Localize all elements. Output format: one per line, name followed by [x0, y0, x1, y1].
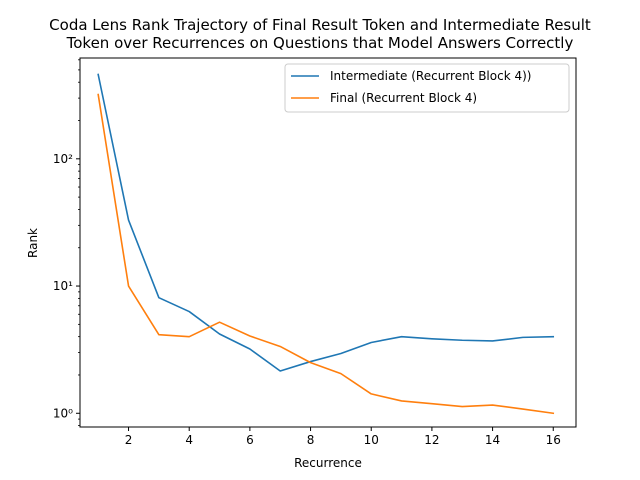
axis-ticks: 2 4 6 8 10 12 14 16 10⁰ 10¹ 10² — [53, 59, 561, 447]
series-lines — [97, 73, 555, 415]
x-tick-label-7: 16 — [546, 433, 561, 447]
chart-title-line-2: Token over Recurrences on Questions that… — [66, 34, 574, 52]
x-tick-label-1: 4 — [185, 433, 193, 447]
y-tick-label-0: 10⁰ — [53, 406, 73, 420]
series-line-1 — [97, 93, 555, 415]
legend-box — [284, 63, 570, 113]
legend-entry-0: Intermediate (Recurrent Block 4)) — [330, 69, 531, 83]
y-axis-label: Rank — [26, 228, 40, 258]
x-axis-label: Recurrence — [294, 456, 362, 470]
chart-title-line-1: Coda Lens Rank Trajectory of Final Resul… — [49, 16, 591, 34]
x-tick-label-4: 10 — [364, 433, 379, 447]
axes-frame — [79, 57, 577, 428]
x-tick-label-3: 8 — [307, 433, 315, 447]
legend-entry-1: Final (Recurrent Block 4) — [330, 91, 477, 105]
x-tick-label-6: 14 — [485, 433, 500, 447]
x-tick-label-0: 2 — [125, 433, 133, 447]
x-tick-label-5: 12 — [424, 433, 439, 447]
x-tick-label-2: 6 — [246, 433, 254, 447]
y-tick-label-2: 10² — [53, 152, 73, 166]
y-tick-label-1: 10¹ — [53, 279, 73, 293]
legend: Intermediate (Recurrent Block 4)) Final (… — [284, 63, 570, 113]
series-line-0 — [97, 73, 555, 372]
